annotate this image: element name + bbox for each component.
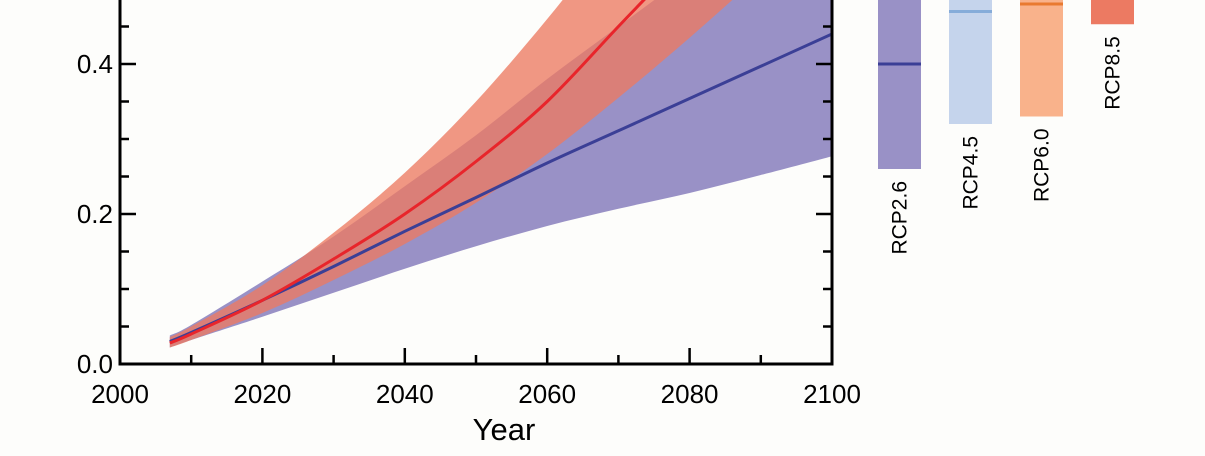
x-tick-label: 2100 bbox=[803, 379, 861, 409]
legend-bar-rcp26 bbox=[878, 0, 921, 169]
legend-bar-rcp85 bbox=[1091, 0, 1134, 25]
y-tick-label: 0.0 bbox=[77, 349, 113, 379]
y-axis-ticks: 0.0 0.2 0.4 bbox=[77, 25, 832, 379]
legend-label-rcp26: RCP2.6 bbox=[889, 181, 912, 255]
legend-bar-rcp45 bbox=[949, 0, 992, 124]
mean-lines bbox=[169, 0, 832, 345]
mean-line-rcp85 bbox=[169, 0, 646, 345]
legend-range-bars: RCP2.6 RCP4.5 RCP6.0 RCP8.5 bbox=[878, 0, 1134, 255]
x-tick-label: 2000 bbox=[91, 379, 149, 409]
band-rcp85 bbox=[169, 0, 733, 348]
legend-label-rcp85: RCP8.5 bbox=[1102, 36, 1125, 110]
x-tick-label: 2080 bbox=[661, 379, 719, 409]
x-axis-title: Year bbox=[473, 412, 536, 447]
legend-label-rcp60: RCP6.0 bbox=[1031, 129, 1054, 203]
legend-label-rcp45: RCP4.5 bbox=[960, 136, 983, 210]
x-axis-ticks: 2000 2020 2040 2060 2080 2100 bbox=[91, 348, 861, 409]
x-tick-label: 2040 bbox=[376, 379, 434, 409]
y-tick-label: 0.2 bbox=[77, 199, 113, 229]
y-tick-label: 0.4 bbox=[77, 49, 113, 79]
x-tick-label: 2020 bbox=[233, 379, 291, 409]
legend-bar-rcp60 bbox=[1020, 0, 1063, 117]
x-tick-label: 2060 bbox=[518, 379, 576, 409]
uncertainty-bands bbox=[169, 0, 832, 348]
